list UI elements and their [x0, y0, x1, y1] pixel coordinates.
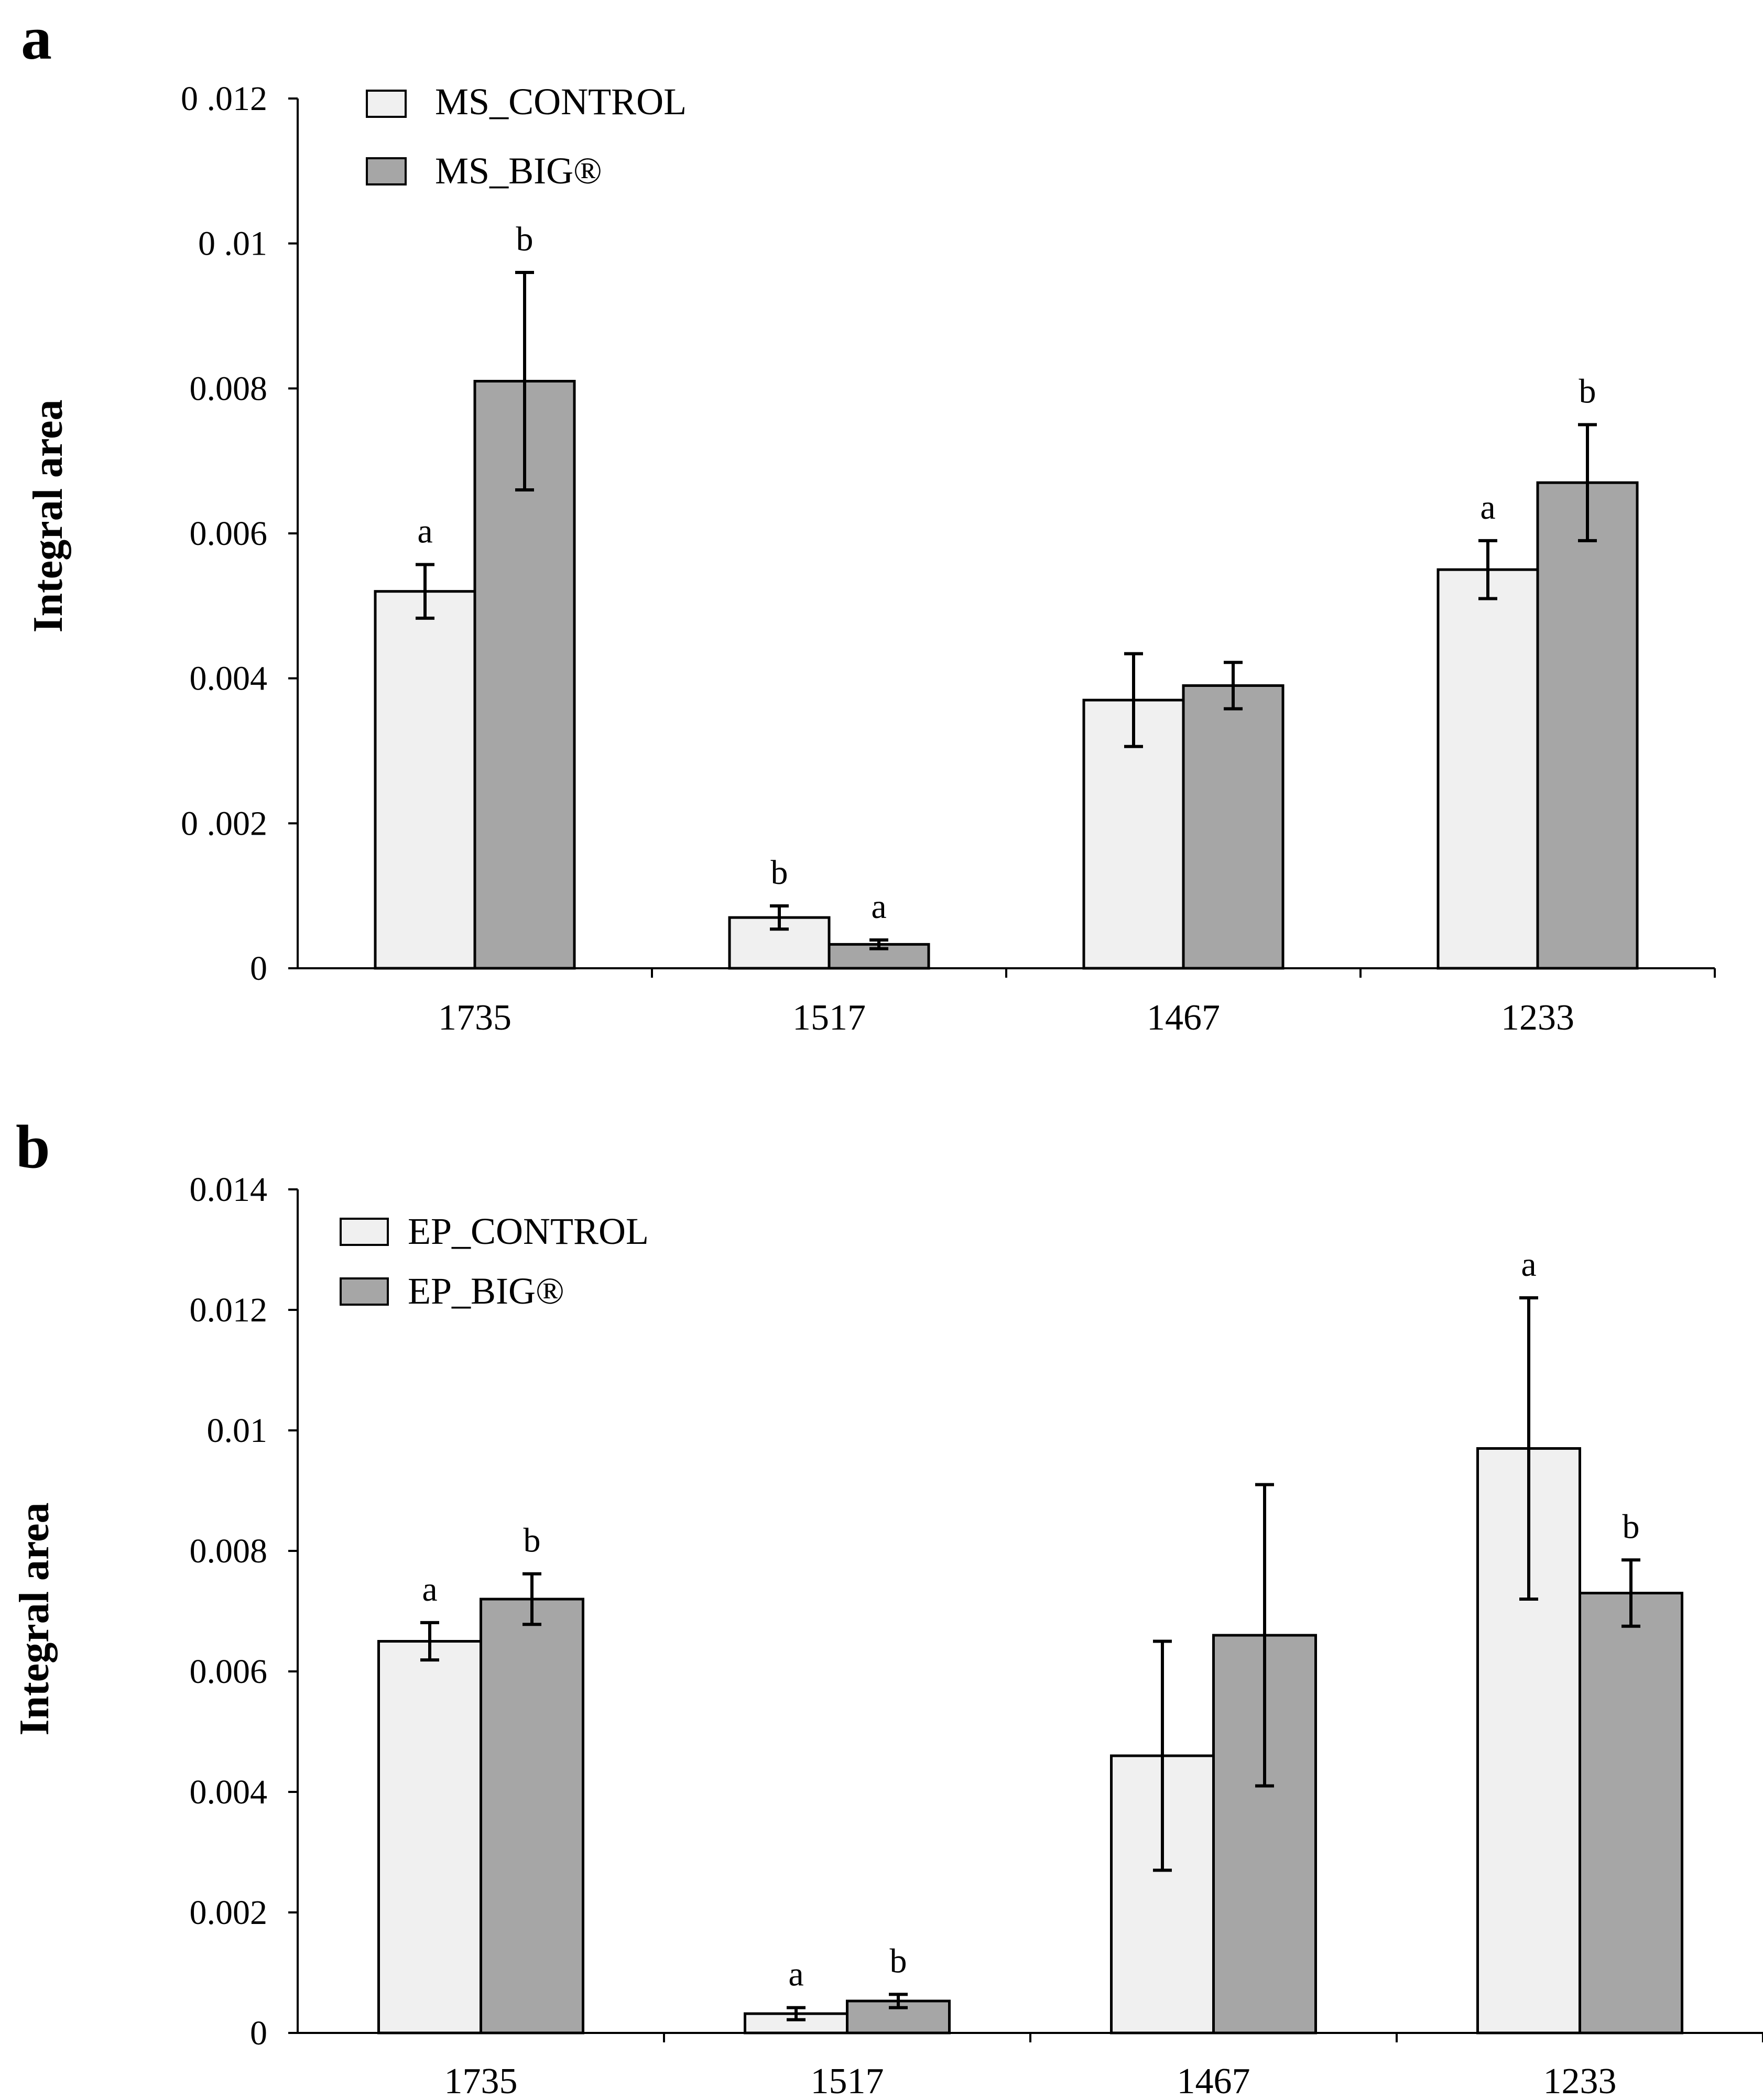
y-tick-label: 0.004 — [190, 1773, 268, 1811]
legend-swatch-series-2 — [340, 1277, 389, 1306]
y-tick-label: 0.012 — [190, 1291, 268, 1329]
significance-label: b — [890, 1942, 907, 1980]
significance-label: b — [1579, 373, 1596, 411]
significance-label: b — [524, 1522, 541, 1560]
y-tick-label: 0.008 — [190, 369, 268, 408]
legend-label-series-2: EP_BIG® — [408, 1270, 564, 1312]
y-tick-label: 0 .01 — [198, 225, 267, 263]
significance-label: a — [788, 1955, 803, 1994]
legend-swatch-series-2 — [366, 157, 407, 185]
x-tick-label: 1735 — [438, 998, 512, 1038]
significance-label: a — [1480, 488, 1495, 527]
y-tick-label: 0.008 — [190, 1532, 268, 1570]
bar — [1182, 684, 1285, 970]
legend: EP_CONTROL EP_BIG® — [340, 1210, 649, 1312]
x-tick-label: 1233 — [1543, 2061, 1617, 2100]
significance-label: a — [871, 888, 886, 926]
y-tick-label: 0.004 — [190, 660, 268, 698]
y-axis-label: Integral area — [12, 1502, 58, 1735]
significance-label: a — [1521, 1245, 1536, 1284]
y-tick-label: 0.01 — [207, 1412, 268, 1450]
legend-swatch-series-1 — [340, 1218, 389, 1246]
legend: MS_CONTROL MS_BIG® — [366, 81, 687, 192]
x-tick-label: 1233 — [1501, 998, 1574, 1038]
bar — [1536, 481, 1639, 970]
legend-label-series-2: MS_BIG® — [435, 150, 602, 192]
significance-label: a — [417, 512, 432, 550]
x-tick-label: 1517 — [811, 2061, 884, 2100]
legend-label-series-1: MS_CONTROL — [435, 81, 687, 123]
x-tick-label: 1735 — [444, 2061, 518, 2100]
panel-letter: b — [16, 1112, 50, 1181]
y-tick-label: 0.006 — [190, 515, 268, 553]
panel-letter: a — [21, 4, 52, 72]
x-tick-label: 1517 — [792, 998, 866, 1038]
x-tick-label: 1467 — [1147, 998, 1220, 1038]
bar — [377, 1640, 482, 2035]
significance-label: b — [771, 854, 788, 892]
y-tick-label: 0 — [250, 949, 267, 988]
panel-a: a Integral area MS_CONTROL MS_BIG® 0 0 .0… — [21, 4, 1716, 1038]
y-tick-label: 0.002 — [190, 1894, 268, 1932]
legend-label-series-1: EP_CONTROL — [408, 1210, 649, 1252]
bar — [1579, 1592, 1683, 2035]
plot-area: 0 0.002 0.004 0.006 0.008 0.01 0.012 0.014 1735 a… — [190, 1171, 1763, 2100]
y-tick-label: 0 — [250, 2014, 267, 2052]
y-tick-label: 0.014 — [190, 1171, 268, 1209]
plot-area: 0 0 .002 0.004 0.006 0.008 0 .01 0 .012 1735 a b 1… — [181, 80, 1716, 1038]
bar — [480, 1598, 584, 2035]
x-tick-label: 1467 — [1177, 2061, 1250, 2100]
y-tick-label: 0 .012 — [181, 80, 267, 118]
bar — [1436, 568, 1539, 970]
legend-swatch-series-1 — [366, 90, 407, 118]
significance-label: b — [1623, 1507, 1640, 1546]
y-tick-label: 0.006 — [190, 1653, 268, 1691]
significance-label: a — [422, 1570, 437, 1609]
y-axis-label: Integral area — [25, 399, 71, 632]
y-tick-label: 0 .002 — [181, 804, 267, 843]
bar — [374, 590, 476, 970]
significance-label: b — [516, 220, 534, 258]
panel-b: b Integral area EP_CONTROL EP_BIG® 0 0.00… — [12, 1112, 1763, 2100]
